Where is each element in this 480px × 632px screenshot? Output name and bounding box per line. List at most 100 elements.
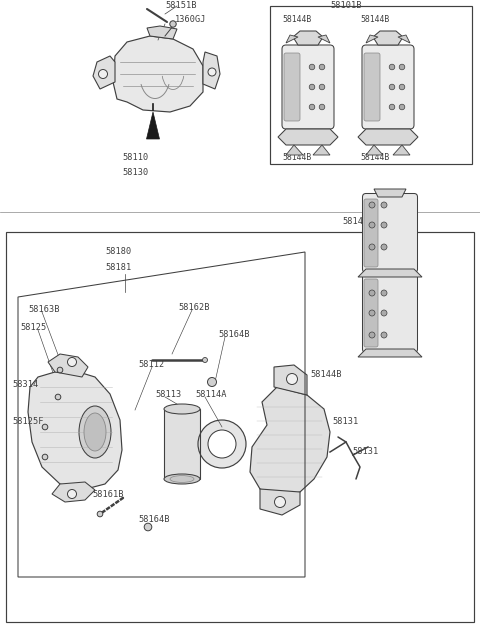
Text: 58162B: 58162B — [178, 303, 209, 312]
Bar — [164, 409, 200, 479]
Bar — [6, 232, 474, 622]
Text: 58181: 58181 — [105, 263, 131, 272]
Polygon shape — [358, 129, 418, 145]
Circle shape — [399, 64, 405, 70]
Text: 58125F: 58125F — [12, 417, 44, 426]
Circle shape — [369, 310, 375, 316]
Circle shape — [144, 523, 152, 531]
Text: 58144B: 58144B — [360, 15, 389, 24]
Polygon shape — [147, 26, 177, 39]
Text: 1360GJ: 1360GJ — [175, 15, 206, 24]
Text: 58131: 58131 — [332, 417, 358, 426]
Text: 58151B: 58151B — [165, 1, 196, 10]
Polygon shape — [286, 35, 298, 43]
Circle shape — [68, 490, 76, 499]
Circle shape — [381, 222, 387, 228]
Circle shape — [208, 68, 216, 76]
Circle shape — [203, 358, 207, 363]
Polygon shape — [48, 354, 88, 377]
Text: 58113: 58113 — [155, 390, 181, 399]
Polygon shape — [366, 35, 378, 43]
Circle shape — [309, 64, 315, 70]
Ellipse shape — [208, 430, 236, 458]
Circle shape — [319, 104, 325, 110]
Circle shape — [57, 367, 63, 373]
Polygon shape — [374, 189, 406, 197]
Bar — [270, 6, 472, 164]
Polygon shape — [318, 35, 330, 43]
FancyBboxPatch shape — [364, 279, 378, 347]
Polygon shape — [250, 387, 330, 497]
Text: 58131: 58131 — [352, 447, 378, 456]
Polygon shape — [278, 129, 338, 145]
Text: 58101B: 58101B — [330, 1, 361, 10]
Circle shape — [55, 394, 61, 400]
Circle shape — [98, 70, 108, 78]
Circle shape — [309, 104, 315, 110]
Text: 58144B: 58144B — [360, 153, 389, 162]
Text: 58180: 58180 — [105, 247, 131, 256]
Circle shape — [68, 358, 76, 367]
Circle shape — [319, 84, 325, 90]
Circle shape — [381, 202, 387, 208]
Circle shape — [381, 310, 387, 316]
Text: 58130: 58130 — [122, 168, 148, 177]
Ellipse shape — [79, 406, 111, 458]
Polygon shape — [113, 36, 203, 112]
Ellipse shape — [84, 413, 106, 451]
Circle shape — [42, 424, 48, 430]
Ellipse shape — [164, 474, 200, 484]
Polygon shape — [293, 31, 323, 45]
FancyBboxPatch shape — [284, 53, 300, 121]
Text: 58144B: 58144B — [342, 217, 373, 226]
Polygon shape — [93, 56, 115, 89]
Circle shape — [381, 332, 387, 338]
Circle shape — [97, 511, 103, 517]
Text: 58110: 58110 — [122, 153, 148, 162]
Circle shape — [170, 21, 176, 27]
Circle shape — [381, 290, 387, 296]
Polygon shape — [358, 349, 422, 357]
Polygon shape — [398, 35, 410, 43]
Text: 58144B: 58144B — [282, 15, 311, 24]
Polygon shape — [358, 269, 422, 277]
Polygon shape — [203, 52, 220, 89]
Circle shape — [42, 454, 48, 460]
Text: 58314: 58314 — [12, 380, 38, 389]
Text: 58163B: 58163B — [28, 305, 60, 314]
Circle shape — [275, 497, 286, 507]
FancyBboxPatch shape — [364, 199, 378, 267]
Circle shape — [207, 377, 216, 387]
Circle shape — [369, 332, 375, 338]
Circle shape — [389, 84, 395, 90]
Circle shape — [389, 64, 395, 70]
Circle shape — [369, 222, 375, 228]
Polygon shape — [373, 31, 403, 45]
Circle shape — [309, 84, 315, 90]
FancyBboxPatch shape — [364, 53, 380, 121]
Text: 58161B: 58161B — [92, 490, 123, 499]
FancyBboxPatch shape — [362, 45, 414, 129]
Circle shape — [319, 64, 325, 70]
Text: 58144B: 58144B — [310, 370, 341, 379]
Text: 58164B: 58164B — [218, 330, 250, 339]
Polygon shape — [28, 370, 122, 490]
Circle shape — [399, 104, 405, 110]
Polygon shape — [286, 145, 303, 155]
Text: 58125: 58125 — [20, 323, 46, 332]
Circle shape — [369, 202, 375, 208]
Circle shape — [287, 374, 298, 384]
Ellipse shape — [170, 476, 194, 482]
FancyBboxPatch shape — [362, 193, 418, 272]
Circle shape — [399, 84, 405, 90]
Polygon shape — [260, 489, 300, 515]
Text: 58112: 58112 — [138, 360, 164, 369]
FancyBboxPatch shape — [362, 274, 418, 353]
Polygon shape — [52, 482, 95, 502]
Text: 58114A: 58114A — [195, 390, 227, 399]
Circle shape — [369, 244, 375, 250]
Text: 58144B: 58144B — [282, 153, 311, 162]
Text: 58164B: 58164B — [138, 515, 169, 524]
Circle shape — [369, 290, 375, 296]
Ellipse shape — [164, 404, 200, 414]
